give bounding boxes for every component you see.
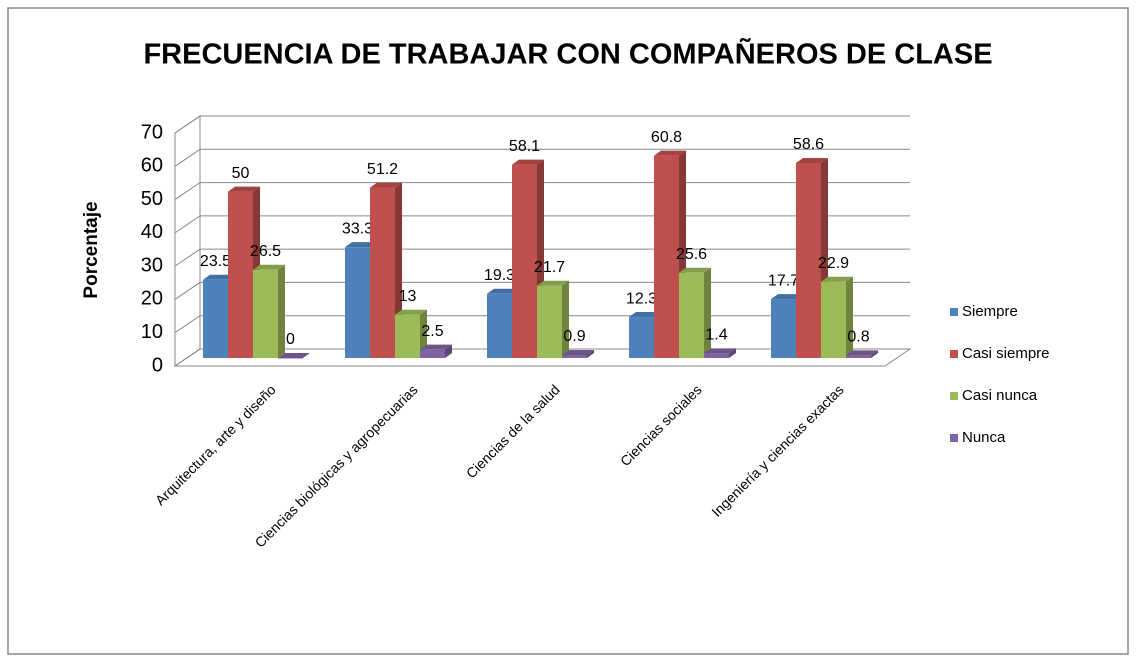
bar-face [278,264,285,358]
data-label: 19.3 [484,267,515,284]
bar-face [512,164,537,358]
bar-face [704,353,729,358]
chart-title: FRECUENCIA DE TRABAJAR CON COMPAÑEROS DE… [143,37,992,71]
data-label: 2.5 [421,323,443,340]
bar [821,276,853,358]
bar-face [562,280,569,358]
bar-face [228,191,253,358]
data-label: 17.7 [768,272,799,289]
bar-face [846,355,871,358]
legend-label: Siempre [962,303,1018,320]
bar [704,348,736,358]
data-label: 22.9 [818,255,849,272]
data-label: 1.4 [705,327,727,344]
bar-face [253,269,278,358]
data-label: 23.5 [200,253,231,270]
legend-swatch [950,308,958,316]
bar-face [445,344,452,358]
bar-face [821,276,853,282]
bar-face [796,162,821,358]
bar-face [395,309,427,315]
bar-face [871,350,878,358]
grid-line [174,115,910,134]
data-label: 51.2 [367,161,398,178]
bar-face [370,187,395,358]
bar-face [771,294,803,300]
y-axis-title: Porcentaje [81,201,102,298]
bar-face [846,276,853,358]
bar-face [679,272,704,358]
data-label: 12.3 [626,290,657,307]
bar [562,350,594,358]
data-label: 0.9 [563,328,585,345]
y-tick-label: 30 [141,254,163,276]
legend-label: Casi siempre [962,345,1050,362]
data-label: 0.8 [847,329,869,346]
bar-face [203,279,228,358]
bar [278,353,310,359]
bar [253,264,285,358]
data-label: 0 [286,331,295,348]
bar-face [345,247,370,358]
bar-face [487,288,519,294]
y-tick-label: 70 [141,121,163,143]
bar-face [704,267,711,358]
legend-label: Nunca [962,429,1006,446]
data-label: 58.6 [793,136,824,153]
bar-face [278,353,310,358]
bar-face [562,355,587,358]
data-label: 25.6 [676,246,707,263]
bar-face [537,280,569,286]
data-label: 26.5 [250,243,281,260]
bar-face [846,350,878,356]
bar-face [253,264,285,270]
y-tick-label: 10 [141,321,163,343]
bar-face [487,293,512,358]
bar-face [654,155,679,358]
bar-face [203,274,235,280]
bar-face [629,317,654,358]
bar [679,267,711,358]
bar [537,280,569,358]
data-label: 33.3 [342,220,373,237]
legend-swatch [950,434,958,442]
bar-face [228,186,260,192]
bar-face [537,285,562,358]
bar-face [420,349,445,358]
data-label: 60.8 [651,129,682,146]
data-label: 58.1 [509,138,540,155]
y-tick-label: 60 [141,155,163,177]
bar-face [629,312,661,318]
y-tick-label: 20 [141,288,163,310]
bar-face [562,350,594,356]
legend-swatch [950,350,958,358]
bar-face [395,314,420,358]
bar-face [587,350,594,358]
bar-face [771,299,796,358]
bar-face [654,150,686,156]
bar [846,350,878,358]
data-label: 50 [232,165,250,182]
legend-swatch [950,392,958,400]
bar-face [704,348,736,354]
bar-face [821,281,846,358]
grid-line [174,148,910,167]
bar [420,344,452,358]
legend-label: Casi nunca [962,387,1038,404]
bar-face [278,358,303,359]
y-tick-label: 50 [141,188,163,210]
y-tick-label: 40 [141,221,163,243]
bar-face [512,159,544,165]
data-label: 13 [399,288,417,305]
bar-face [729,348,736,358]
bar-face [420,344,452,350]
bar-face [679,267,711,273]
y-tick-label: 0 [152,354,163,376]
data-label: 21.7 [534,259,565,276]
bar-face [796,157,828,163]
bar-face [345,242,377,248]
bar-face [370,182,402,188]
